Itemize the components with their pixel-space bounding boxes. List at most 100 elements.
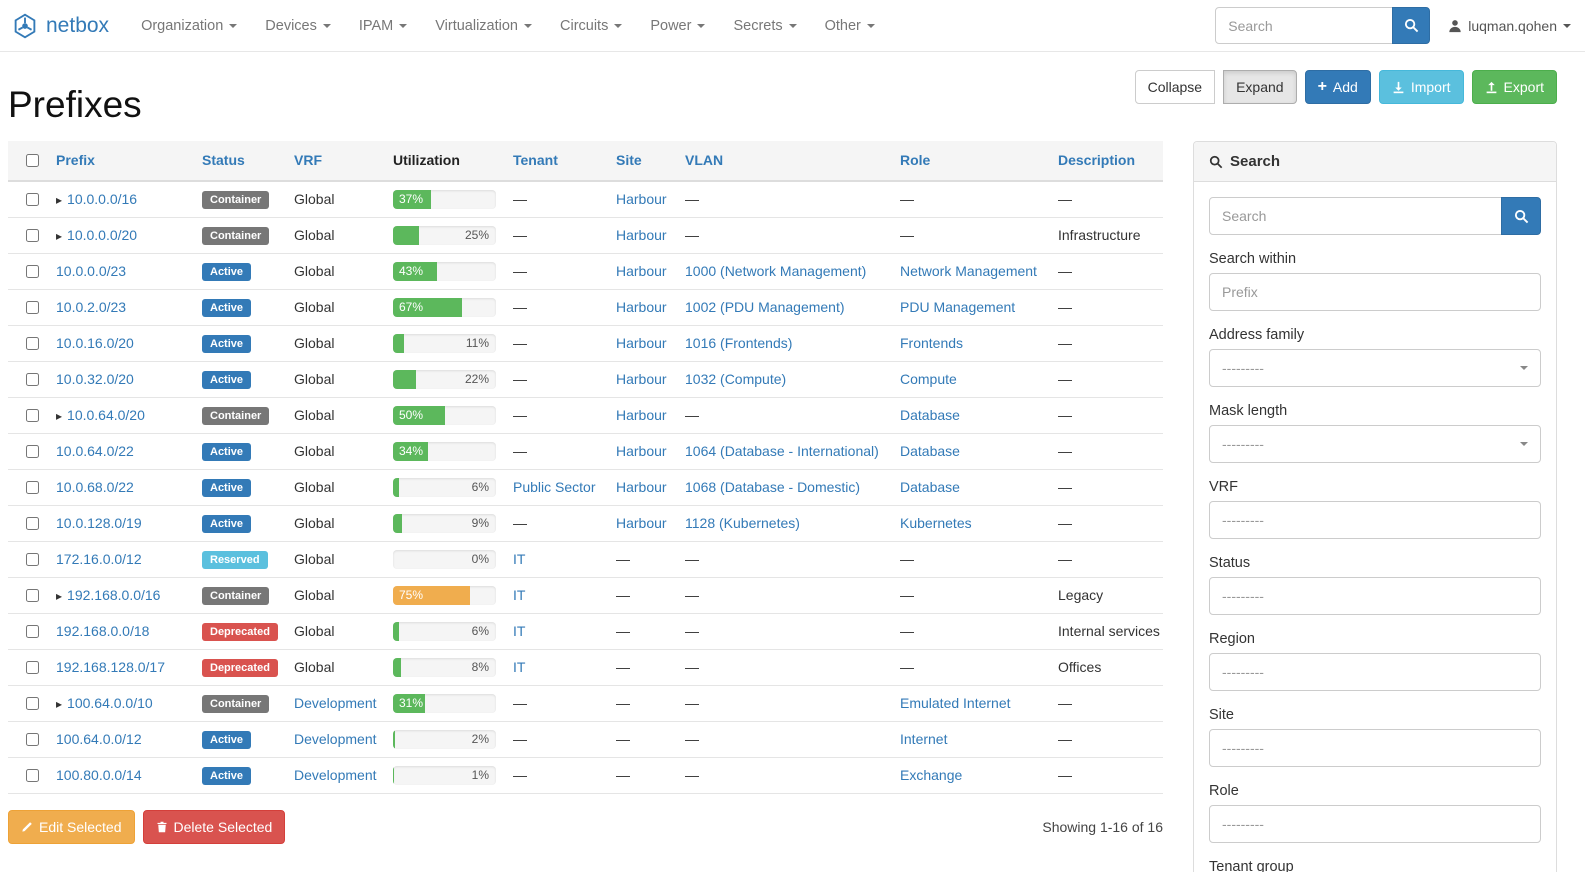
prefix-link[interactable]: 10.0.2.0/23 <box>56 299 127 316</box>
vrf-link[interactable]: Development <box>294 731 377 748</box>
column-sort-link[interactable]: Prefix <box>56 152 95 169</box>
role-link[interactable]: Network Management <box>900 263 1037 280</box>
row-checkbox[interactable] <box>26 372 39 386</box>
nav-menu-power[interactable]: Power <box>636 0 719 52</box>
row-checkbox[interactable] <box>26 336 39 350</box>
vlan-link[interactable]: 1016 (Frontends) <box>685 335 793 352</box>
tenant-link[interactable]: IT <box>513 623 526 640</box>
prefix-link[interactable]: 10.0.64.0/20 <box>67 407 145 424</box>
nav-menu-virtualization[interactable]: Virtualization <box>421 0 546 52</box>
sidebar-search-button[interactable] <box>1501 197 1541 235</box>
expand-arrow-icon[interactable]: ▸ <box>56 409 63 424</box>
prefix-link[interactable]: 10.0.0.0/16 <box>67 191 138 208</box>
row-checkbox[interactable] <box>26 516 39 530</box>
row-checkbox[interactable] <box>26 192 39 206</box>
netbox-brand[interactable]: netbox <box>10 11 109 41</box>
nav-menu-ipam[interactable]: IPAM <box>345 0 421 52</box>
row-checkbox[interactable] <box>26 660 39 674</box>
delete-selected-button[interactable]: Delete Selected <box>142 809 286 844</box>
nav-menu-organization[interactable]: Organization <box>127 0 251 52</box>
role-link[interactable]: Database <box>900 407 960 424</box>
vrf-link[interactable]: Development <box>294 767 377 784</box>
prefix-link[interactable]: 10.0.128.0/19 <box>56 515 142 532</box>
row-checkbox[interactable] <box>26 696 39 710</box>
column-sort-link[interactable]: Site <box>616 152 642 169</box>
site-link[interactable]: Harbour <box>616 515 667 532</box>
user-menu[interactable]: luqman.qohen <box>1448 18 1571 34</box>
role-link[interactable]: Database <box>900 443 960 460</box>
prefix-link[interactable]: 10.0.68.0/22 <box>56 479 134 496</box>
column-sort-link[interactable]: VLAN <box>685 152 724 169</box>
region-input[interactable] <box>1209 653 1541 691</box>
expand-button[interactable]: Expand <box>1223 70 1297 104</box>
role-link[interactable]: Frontends <box>900 335 964 352</box>
export-button[interactable]: Export <box>1471 70 1557 104</box>
column-sort-link[interactable]: VRF <box>294 152 322 169</box>
vrf-link[interactable]: Development <box>294 695 377 712</box>
column-sort-link[interactable]: Tenant <box>513 152 558 169</box>
row-checkbox[interactable] <box>26 732 39 746</box>
role-link[interactable]: Kubernetes <box>900 515 972 532</box>
prefix-link[interactable]: 10.0.64.0/22 <box>56 443 134 460</box>
expand-arrow-icon[interactable]: ▸ <box>56 589 63 604</box>
select-all-checkbox[interactable] <box>26 153 39 167</box>
prefix-link[interactable]: 10.0.0.0/23 <box>56 263 127 280</box>
role-link[interactable]: PDU Management <box>900 299 1016 316</box>
nav-menu-secrets[interactable]: Secrets <box>719 0 810 52</box>
expand-arrow-icon[interactable]: ▸ <box>56 697 63 712</box>
prefix-link[interactable]: 172.16.0.0/12 <box>56 551 142 568</box>
vlan-link[interactable]: 1000 (Network Management) <box>685 263 867 280</box>
role-link[interactable]: Compute <box>900 371 957 388</box>
row-checkbox[interactable] <box>26 264 39 278</box>
role-input[interactable] <box>1209 805 1541 843</box>
prefix-link[interactable]: 10.0.16.0/20 <box>56 335 134 352</box>
address-family-select[interactable]: --------- <box>1209 349 1541 387</box>
site-input[interactable] <box>1209 729 1541 767</box>
column-sort-link[interactable]: Description <box>1058 152 1136 169</box>
vlan-link[interactable]: 1002 (PDU Management) <box>685 299 845 316</box>
site-link[interactable]: Harbour <box>616 335 667 352</box>
search-within-input[interactable] <box>1209 273 1541 311</box>
tenant-link[interactable]: Public Sector <box>513 479 596 496</box>
column-sort-link[interactable]: Status <box>202 152 245 169</box>
site-link[interactable]: Harbour <box>616 299 667 316</box>
role-link[interactable]: Exchange <box>900 767 963 784</box>
site-link[interactable]: Harbour <box>616 263 667 280</box>
row-checkbox[interactable] <box>26 552 39 566</box>
role-link[interactable]: Database <box>900 479 960 496</box>
prefix-link[interactable]: 10.0.32.0/20 <box>56 371 134 388</box>
role-link[interactable]: Internet <box>900 731 948 748</box>
row-checkbox[interactable] <box>26 408 39 422</box>
column-sort-link[interactable]: Role <box>900 152 931 169</box>
expand-arrow-icon[interactable]: ▸ <box>56 193 63 208</box>
row-checkbox[interactable] <box>26 768 39 782</box>
prefix-link[interactable]: 100.64.0.0/12 <box>56 731 142 748</box>
vlan-link[interactable]: 1128 (Kubernetes) <box>685 515 800 532</box>
tenant-link[interactable]: IT <box>513 551 526 568</box>
nav-menu-circuits[interactable]: Circuits <box>546 0 636 52</box>
sidebar-search-input[interactable] <box>1209 197 1502 235</box>
row-checkbox[interactable] <box>26 444 39 458</box>
tenant-link[interactable]: IT <box>513 659 526 676</box>
add-button[interactable]: + Add <box>1304 70 1371 104</box>
edit-selected-button[interactable]: Edit Selected <box>8 809 135 844</box>
prefix-link[interactable]: 10.0.0.0/20 <box>67 227 138 244</box>
vlan-link[interactable]: 1068 (Database - Domestic) <box>685 479 861 496</box>
row-checkbox[interactable] <box>26 228 39 242</box>
nav-menu-other[interactable]: Other <box>811 0 889 52</box>
import-button[interactable]: Import <box>1378 70 1464 104</box>
tenant-link[interactable]: IT <box>513 587 526 604</box>
navbar-search-button[interactable] <box>1392 7 1431 44</box>
status-input[interactable] <box>1209 577 1541 615</box>
role-link[interactable]: Emulated Internet <box>900 695 1011 712</box>
prefix-link[interactable]: 192.168.0.0/18 <box>56 623 150 640</box>
nav-menu-devices[interactable]: Devices <box>251 0 345 52</box>
vrf-input[interactable] <box>1209 501 1541 539</box>
site-link[interactable]: Harbour <box>616 479 667 496</box>
row-checkbox[interactable] <box>26 300 39 314</box>
expand-arrow-icon[interactable]: ▸ <box>56 229 63 244</box>
vlan-link[interactable]: 1064 (Database - International) <box>685 443 879 460</box>
site-link[interactable]: Harbour <box>616 407 667 424</box>
prefix-link[interactable]: 192.168.128.0/17 <box>56 659 165 676</box>
row-checkbox[interactable] <box>26 624 39 638</box>
